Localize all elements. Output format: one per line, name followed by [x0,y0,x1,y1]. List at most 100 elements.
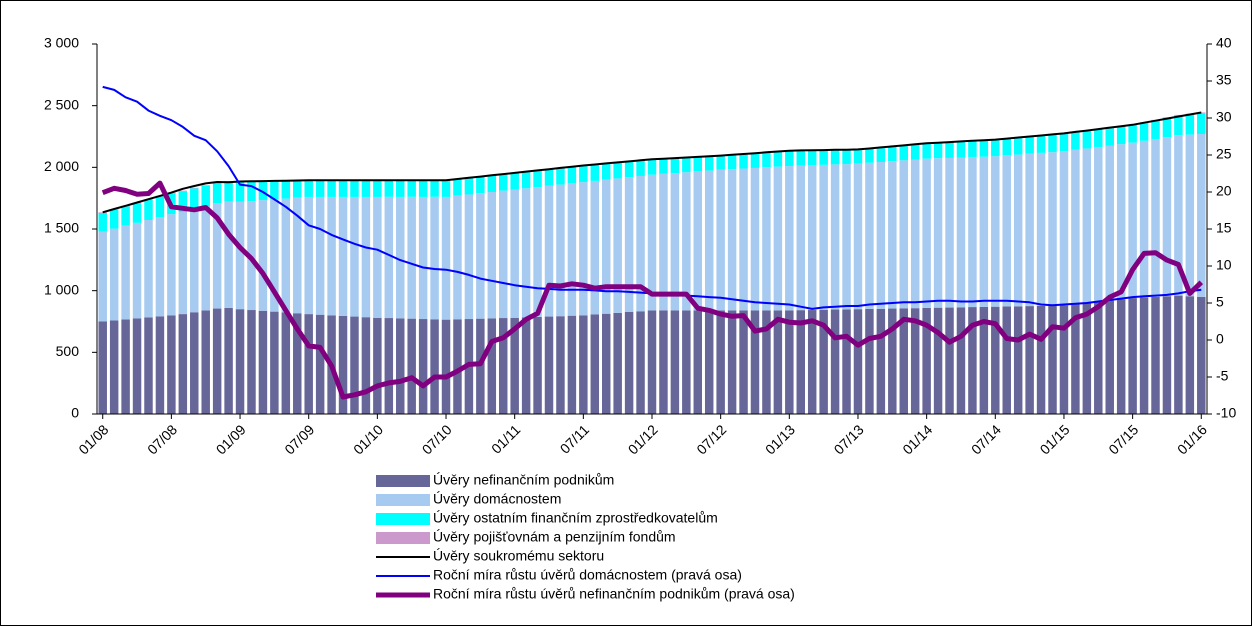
bar-segment [1128,125,1137,143]
bar-segment [338,196,348,316]
bar-segment [956,307,966,414]
bar-segment [1105,128,1114,146]
bar-segment [865,308,874,414]
bar-segment [1071,304,1080,414]
bar-segment [270,311,279,414]
bar-segment [704,170,714,311]
bar-segment [247,182,256,202]
bar-segment [132,222,142,319]
bar-segment [750,167,760,311]
bar-segment [132,203,142,223]
bar-segment [956,142,966,158]
legend-label: Úvěry soukromému sektoru [433,548,604,564]
bar-segment [945,142,954,158]
legend-label: Úvěry ostatním finančním zprostředkovate… [433,510,718,526]
bar-segment [659,159,668,174]
bar-segment [819,309,828,414]
bar-segment [636,311,645,414]
bar-segment [407,180,416,197]
bar-segment [418,319,428,414]
bar-segment [430,180,439,197]
bar-segment [613,178,622,313]
bar-segment [281,312,291,414]
bar-segment [945,307,954,414]
bar-segment [647,159,657,175]
bar-segment [109,228,119,321]
bar-segment [1025,306,1034,414]
bar-segment [1174,135,1183,296]
bar-segment [476,318,485,414]
bar-segment [933,307,943,414]
bar-segment [270,181,279,200]
bar-segment [922,143,931,159]
bar-segment [281,181,291,199]
bar-segment [98,212,107,232]
bar-segment [98,231,107,322]
bar-segment [865,148,874,163]
bar-segment [270,199,279,312]
bar-segment [613,312,622,414]
bar-segment [212,308,222,414]
bar-segment [830,164,840,310]
bar-segment [350,316,359,414]
bar-segment [830,150,840,165]
bar-segment [876,148,886,163]
bar-segment [647,174,657,311]
bar-segment [190,187,199,189]
y2-tick-label: 20 [1216,183,1232,199]
legend-swatch [376,513,430,525]
bar-segment [853,163,863,310]
bar-segment [750,310,760,414]
bar-segment [624,177,634,313]
bar-segment [1013,154,1023,307]
bar-segment [487,318,497,414]
bar-segment [807,165,817,311]
bar-segment [876,308,886,414]
bar-segment [1071,149,1080,305]
bar-segment [293,313,302,414]
bar-segment [453,319,462,414]
bar-segment [1013,306,1023,414]
bar-segment [487,175,497,192]
bar-segment [1071,132,1080,150]
bar-segment [842,164,851,310]
bar-segment [487,192,497,319]
bar-segment [361,317,371,414]
bar-segment [281,198,291,313]
bar-segment [212,203,222,309]
bar-segment [1139,297,1149,414]
bar-segment [762,310,771,414]
bar-segment [670,173,680,311]
y-tick-label: 500 [56,343,80,359]
bar-segment [327,180,336,197]
bar-segment [1174,114,1183,116]
legend-label: Úvěry domácnostem [433,491,561,507]
bar-segment [327,196,336,316]
bar-segment [773,310,783,414]
bar-segment [590,314,600,414]
bar-segment [258,310,268,414]
bar-segment [1162,137,1172,297]
bar-segment [1082,303,1092,414]
bar-segment [716,156,725,170]
bar-segment [1185,134,1195,297]
bar-segment [899,308,908,414]
bar-segment [945,157,954,308]
y-tick-label: 3 000 [44,35,79,51]
bar-segment [418,196,428,320]
legend-label: Úvěry nefinančním podnikům [433,472,614,488]
y-tick-label: 1 500 [44,220,79,236]
bar-segment [235,182,245,202]
bar-segment [888,146,897,162]
bar-segment [670,158,680,174]
bar-segment [121,225,130,320]
bar-segment [899,160,908,309]
legend-swatch [376,475,430,487]
bar-segment [1036,136,1046,153]
bar-segment [670,310,680,414]
bar-segment [396,196,405,319]
bar-segment [293,181,302,198]
bar-segment [807,310,817,414]
bar-segment [910,308,920,414]
bar-segment [224,307,233,414]
